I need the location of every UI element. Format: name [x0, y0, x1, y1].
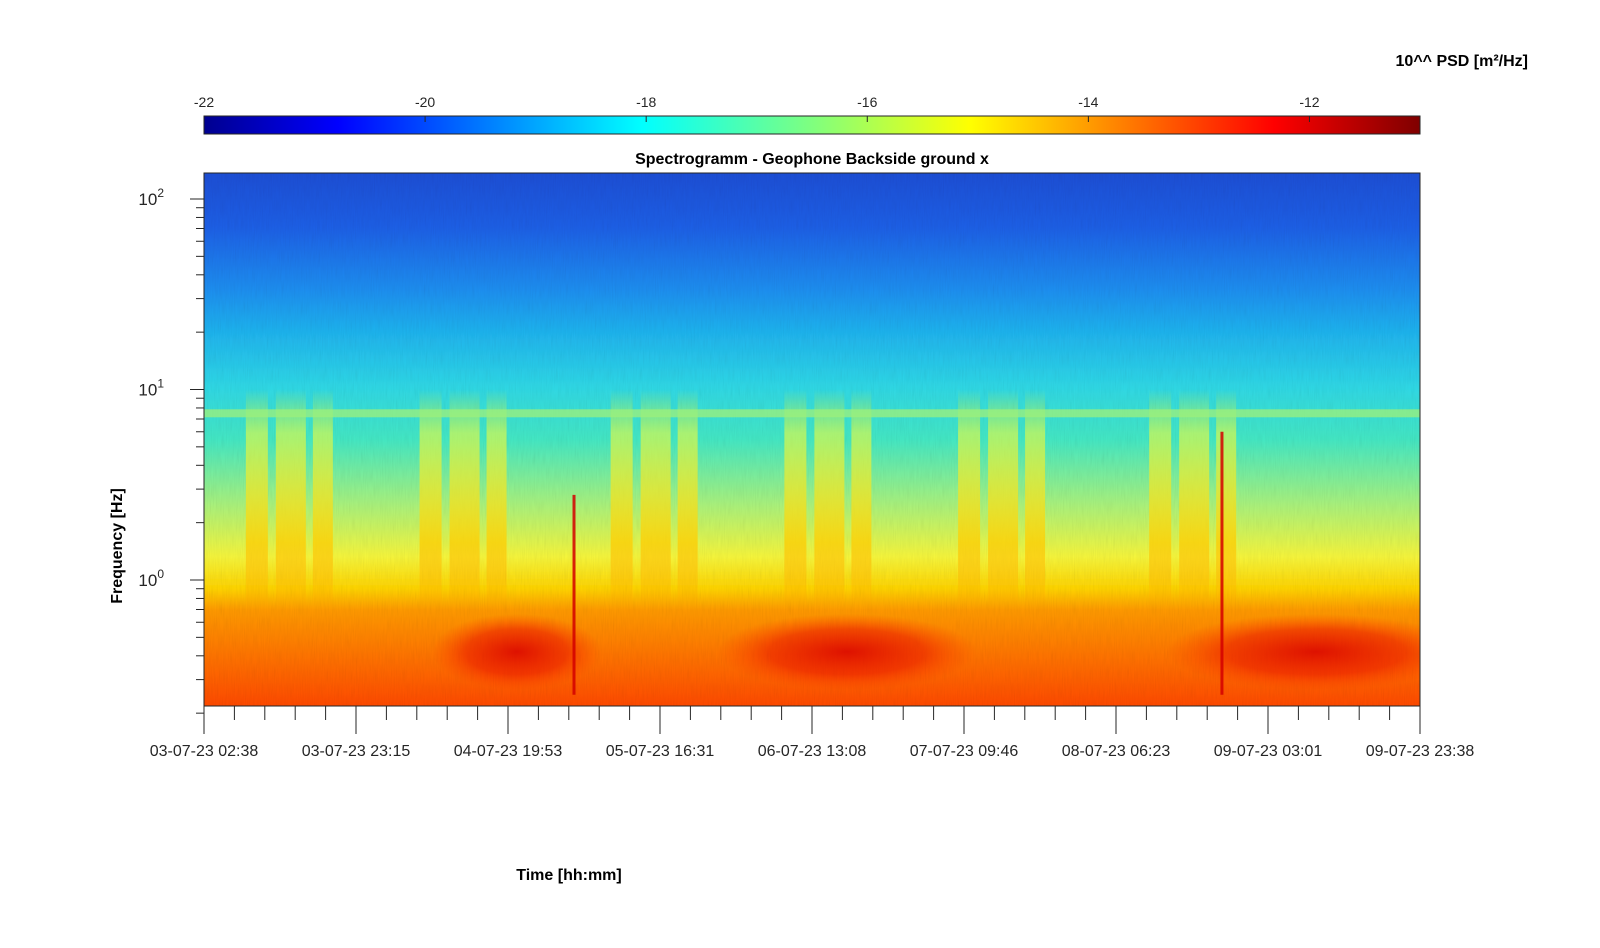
activity-burst [245, 389, 268, 609]
y-tick-label: 100 [138, 567, 164, 590]
x-tick-label: 09-07-23 23:38 [1366, 743, 1475, 760]
low-frequency-maximum [716, 613, 977, 690]
activity-burst [958, 389, 981, 609]
colorbar-gradient [203, 115, 1421, 135]
x-tick-label: 03-07-23 23:15 [302, 743, 411, 760]
x-tick-label: 09-07-23 03:01 [1214, 743, 1323, 760]
activity-burst [851, 389, 872, 609]
colorbar-tick-label: -16 [857, 94, 877, 110]
x-tick-label: 06-07-23 13:08 [758, 743, 867, 760]
activity-burst [610, 389, 633, 609]
activity-burst [312, 389, 333, 609]
x-tick-label: 05-07-23 16:31 [606, 743, 715, 760]
colorbar-tick-label: -20 [415, 94, 435, 110]
activity-burst [275, 389, 306, 609]
colorbar: -22 -20 -18 -16 -14 -12 [194, 94, 1421, 135]
activity-burst [486, 389, 507, 609]
low-frequency-maxima [431, 613, 1420, 690]
x-tick-label: 03-07-23 02:38 [150, 743, 259, 760]
x-tick-label: 04-07-23 19:53 [454, 743, 563, 760]
activity-burst [988, 389, 1019, 609]
colorbar-label: 10^^ PSD [m²/Hz] [1396, 53, 1528, 70]
activity-burst [1216, 389, 1237, 609]
spectrogram-image [204, 173, 1420, 706]
spike-events [572, 431, 1224, 695]
x-axis: 03-07-23 02:38 03-07-23 23:15 04-07-23 19:… [150, 706, 1475, 760]
x-tick-label: 07-07-23 09:46 [910, 743, 1019, 760]
activity-burst [1149, 389, 1172, 609]
activity-burst [419, 389, 442, 609]
y-axis-label: Frequency [Hz] [109, 488, 126, 604]
activity-burst [1179, 389, 1210, 609]
colorbar-tick-label: -14 [1078, 94, 1098, 110]
y-tick-label: 102 [138, 186, 164, 209]
constant-frequency-line [204, 409, 1420, 418]
activity-burst [1025, 389, 1046, 609]
colorbar-tick-label: -22 [194, 94, 214, 110]
activity-burst [677, 389, 698, 609]
low-frequency-maximum [1165, 613, 1420, 690]
x-tick-label: 08-07-23 06:23 [1062, 743, 1171, 760]
colorbar-tick-label: -12 [1299, 94, 1319, 110]
activity-burst [814, 389, 845, 609]
low-frequency-maximum [431, 613, 602, 690]
colorbar-ticks: -22 -20 -18 -16 -14 -12 [194, 94, 1320, 122]
activity-burst [449, 389, 480, 609]
activity-burst [640, 389, 671, 609]
activity-burst [784, 389, 807, 609]
activity-bursts [245, 389, 1237, 609]
y-axis: 100 101 102 [138, 186, 204, 714]
colorbar-tick-label: -18 [636, 94, 656, 110]
chart-title: Spectrogramm - Geophone Backside ground … [635, 151, 989, 168]
x-axis-label: Time [hh:mm] [516, 867, 621, 884]
y-tick-label: 101 [138, 377, 164, 400]
